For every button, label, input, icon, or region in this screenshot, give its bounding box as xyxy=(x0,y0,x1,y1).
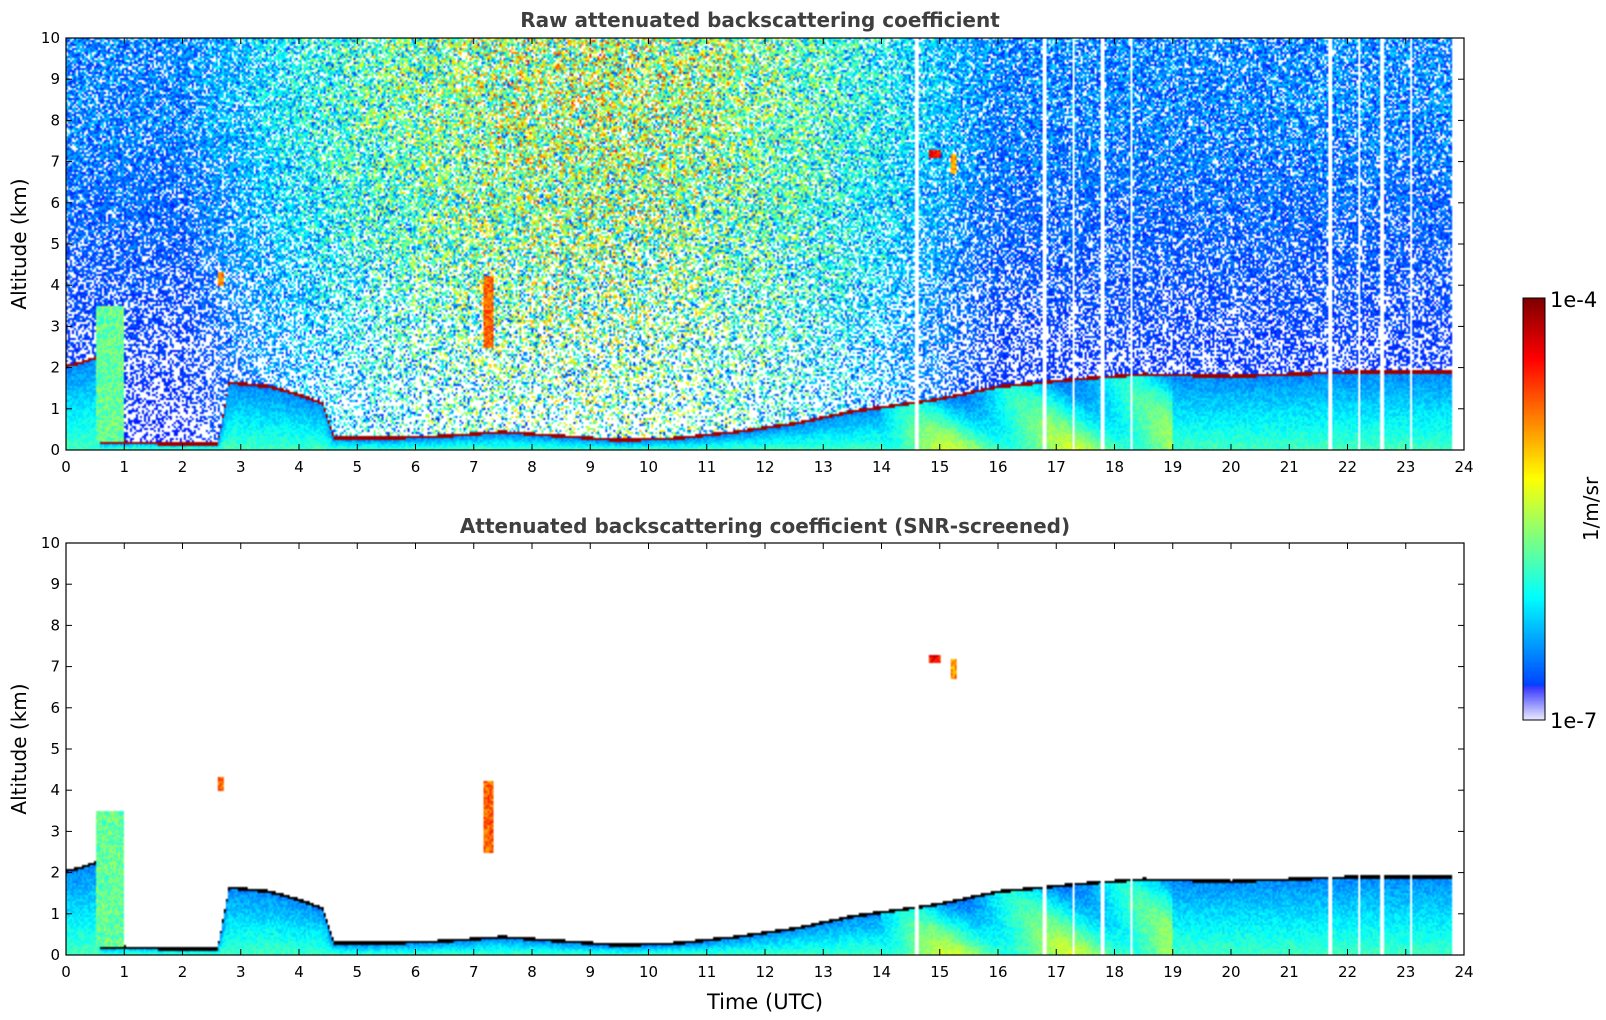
x-tick-label: 23 xyxy=(1396,963,1415,981)
x-tick-label: 24 xyxy=(1454,963,1473,981)
x-tick-label: 9 xyxy=(585,458,595,476)
panel-screened-title: Attenuated backscattering coefficient (S… xyxy=(460,514,1070,538)
y-tick-label: 8 xyxy=(50,111,60,129)
y-tick-label: 7 xyxy=(50,153,60,171)
y-tick-label: 3 xyxy=(50,822,60,840)
y-tick-label: 6 xyxy=(50,699,60,717)
x-tick-label: 12 xyxy=(755,458,774,476)
x-tick-label: 17 xyxy=(1047,458,1066,476)
x-tick-label: 6 xyxy=(411,963,421,981)
x-tick-label: 14 xyxy=(872,458,891,476)
x-tick-label: 14 xyxy=(872,963,891,981)
x-tick-label: 24 xyxy=(1454,458,1473,476)
x-axis-label: Time (UTC) xyxy=(706,990,823,1014)
y-tick-label: 10 xyxy=(41,534,60,552)
y-tick-label: 2 xyxy=(50,359,60,377)
x-tick-label: 6 xyxy=(411,458,421,476)
screened-backscatter-heatmap xyxy=(66,543,1464,955)
x-tick-label: 21 xyxy=(1280,963,1299,981)
x-tick-label: 8 xyxy=(527,458,537,476)
x-tick-label: 3 xyxy=(236,458,246,476)
x-tick-label: 19 xyxy=(1163,963,1182,981)
x-tick-label: 8 xyxy=(527,963,537,981)
y-tick-label: 8 xyxy=(50,616,60,634)
x-tick-label: 0 xyxy=(61,458,71,476)
y-tick-label: 0 xyxy=(50,441,60,459)
panel-screened-ticks: 0 1 2 3 4 5 6 7 8 9 10 11 12 13 14 15 16 17 18 19 20 21 22 23 24… xyxy=(41,534,1474,981)
colorbar-unit-label: 1/m/sr xyxy=(1579,476,1603,541)
x-tick-label: 16 xyxy=(988,458,1007,476)
panel-raw-ticks: 0 1 2 3 4 5 6 7 8 9 10 11 12 13 14 15 16 17 18 19 20 21 22 23 24… xyxy=(41,29,1474,476)
x-tick-label: 3 xyxy=(236,963,246,981)
panel-raw: Raw attenuated backscattering coefficien… xyxy=(7,8,1474,476)
y-tick-label: 7 xyxy=(50,658,60,676)
x-tick-label: 18 xyxy=(1105,963,1124,981)
colorbar-gradient xyxy=(1523,298,1545,720)
colorbar-frame xyxy=(1522,297,1546,721)
panel-screened-ylabel: Altitude (km) xyxy=(7,683,31,814)
x-tick-label: 21 xyxy=(1280,458,1299,476)
y-tick-label: 1 xyxy=(50,905,60,923)
x-tick-label: 2 xyxy=(178,963,188,981)
y-tick-label: 0 xyxy=(50,946,60,964)
y-tick-label: 3 xyxy=(50,317,60,335)
panel-raw-title: Raw attenuated backscattering coefficien… xyxy=(520,8,1000,32)
y-tick-label: 6 xyxy=(50,194,60,212)
y-tick-label: 5 xyxy=(50,740,60,758)
x-tick-label: 16 xyxy=(988,963,1007,981)
x-tick-label: 17 xyxy=(1047,963,1066,981)
x-tick-label: 12 xyxy=(755,963,774,981)
x-tick-label: 10 xyxy=(639,963,658,981)
y-tick-label: 10 xyxy=(41,29,60,47)
y-tick-label: 5 xyxy=(50,235,60,253)
x-tick-label: 0 xyxy=(61,963,71,981)
colorbar-min-label: 1e-7 xyxy=(1550,709,1597,733)
x-tick-label: 22 xyxy=(1338,458,1357,476)
y-tick-label: 4 xyxy=(50,781,60,799)
x-tick-label: 15 xyxy=(930,963,949,981)
x-tick-label: 10 xyxy=(639,458,658,476)
x-tick-label: 19 xyxy=(1163,458,1182,476)
x-tick-label: 7 xyxy=(469,458,479,476)
x-tick-label: 13 xyxy=(814,963,833,981)
x-tick-label: 13 xyxy=(814,458,833,476)
y-tick-label: 2 xyxy=(50,864,60,882)
x-tick-label: 11 xyxy=(697,458,716,476)
colorbar: 1e-4 1e-7 1/m/sr xyxy=(1522,288,1603,733)
x-tick-label: 11 xyxy=(697,963,716,981)
x-tick-label: 5 xyxy=(352,963,362,981)
y-tick-label: 9 xyxy=(50,70,60,88)
raw-backscatter-heatmap xyxy=(66,38,1464,450)
x-tick-label: 4 xyxy=(294,963,304,981)
x-tick-label: 7 xyxy=(469,963,479,981)
panel-raw-ylabel: Altitude (km) xyxy=(7,178,31,309)
y-tick-label: 9 xyxy=(50,575,60,593)
y-tick-label: 1 xyxy=(50,400,60,418)
x-tick-label: 20 xyxy=(1221,458,1240,476)
panel-screened: Attenuated backscattering coefficient (S… xyxy=(7,514,1474,1014)
x-tick-label: 1 xyxy=(119,458,129,476)
y-tick-label: 4 xyxy=(50,276,60,294)
colorbar-max-label: 1e-4 xyxy=(1550,288,1597,312)
x-tick-label: 2 xyxy=(178,458,188,476)
x-tick-label: 5 xyxy=(352,458,362,476)
x-tick-label: 20 xyxy=(1221,963,1240,981)
x-tick-label: 1 xyxy=(119,963,129,981)
x-tick-label: 18 xyxy=(1105,458,1124,476)
x-tick-label: 9 xyxy=(585,963,595,981)
x-tick-label: 22 xyxy=(1338,963,1357,981)
x-tick-label: 23 xyxy=(1396,458,1415,476)
x-tick-label: 15 xyxy=(930,458,949,476)
x-tick-label: 4 xyxy=(294,458,304,476)
